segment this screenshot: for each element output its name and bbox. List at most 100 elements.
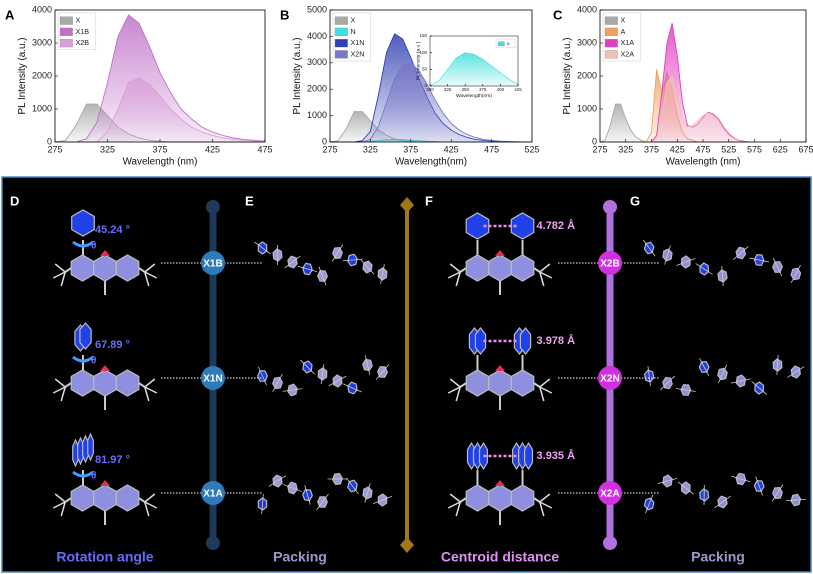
area-fill <box>600 104 806 142</box>
pendant-ring <box>474 327 487 355</box>
packing-bond <box>327 478 348 480</box>
node <box>201 251 225 275</box>
packing-bond <box>675 388 696 392</box>
packing-bond <box>373 496 392 504</box>
bond <box>144 493 156 503</box>
oxygen <box>495 250 505 256</box>
series-line <box>55 14 266 143</box>
area-fill <box>600 76 806 142</box>
timeline-end <box>603 200 617 214</box>
packing-bond <box>714 495 731 509</box>
rotation-angle: 67.89 ° <box>95 339 130 351</box>
node <box>598 481 622 505</box>
y-axis-label: PL Intensity (a.u.) <box>292 37 303 114</box>
packing-bond <box>771 484 784 502</box>
legend-swatch <box>334 50 348 59</box>
packing-bond <box>342 258 363 262</box>
packing-bond <box>721 265 724 287</box>
y-tick-label: 4000 <box>577 4 597 14</box>
theta-symbol: θ <box>91 356 96 367</box>
ring <box>70 254 95 282</box>
x-tick-label: 425 <box>444 144 459 154</box>
bond <box>144 263 156 273</box>
y-axis-label: PL Intensity (a.u.) <box>562 37 573 114</box>
legend-swatch <box>334 39 348 48</box>
theta-symbol: θ <box>91 471 96 482</box>
x-axis-label: Wavelength(nm) <box>395 156 467 167</box>
bond <box>60 271 66 287</box>
packing-bond <box>364 483 371 503</box>
legend-label: X1A <box>621 38 635 47</box>
bond <box>144 501 158 509</box>
packing-bond <box>364 355 371 375</box>
bond <box>144 271 150 287</box>
x-tick-label: 475 <box>695 144 710 154</box>
pendant-ring <box>478 441 488 471</box>
bond <box>459 382 467 388</box>
bond <box>455 271 461 287</box>
packing-bond <box>699 357 710 377</box>
ring <box>70 369 95 397</box>
ring <box>70 484 95 512</box>
node-label: X1A <box>203 489 222 500</box>
ring <box>510 369 535 397</box>
ring <box>115 484 140 512</box>
packing-bond <box>331 244 344 262</box>
legend-swatch <box>604 16 618 25</box>
packing-bond <box>749 257 770 263</box>
x-tick-label: 275 <box>322 144 337 154</box>
packing-bond <box>261 494 264 514</box>
packing-bond <box>657 478 678 484</box>
caption: Rotation angle <box>56 549 153 565</box>
bond <box>52 501 66 509</box>
node-label: X1B <box>203 259 222 270</box>
packing-bond <box>733 246 749 260</box>
caption: Packing <box>691 549 745 565</box>
angle-arrow <box>72 470 94 478</box>
packing-bond <box>316 493 329 511</box>
area-fill <box>330 33 532 142</box>
x-axis-label: Wavelength (nm) <box>666 156 741 167</box>
legend-label: X2N <box>351 49 365 58</box>
legend-swatch <box>59 16 73 25</box>
y-tick-label: 3000 <box>307 57 327 67</box>
pendant-ring <box>519 327 532 355</box>
x-tick-label: 325 <box>363 144 378 154</box>
x-tick-label: 425 <box>205 144 220 154</box>
pendant-ring <box>71 209 95 237</box>
bond <box>459 267 467 273</box>
bond <box>52 271 66 279</box>
node-label: X2B <box>600 259 619 270</box>
bond <box>54 493 66 503</box>
packing-bond <box>785 498 806 502</box>
x-tick-label: 325 <box>618 144 633 154</box>
bond <box>54 378 66 388</box>
bond <box>539 386 553 394</box>
panel-letter: G <box>630 193 640 208</box>
legend-label: N <box>351 27 356 36</box>
packing-bond <box>272 374 283 392</box>
packing-bond <box>283 484 302 492</box>
ring <box>510 484 535 512</box>
plot-frame <box>329 9 533 143</box>
packing-bond <box>328 375 347 387</box>
oxygen <box>100 480 110 486</box>
node <box>201 366 225 390</box>
packing-bond <box>346 477 359 495</box>
packing-bond <box>787 366 805 378</box>
bond <box>144 386 158 394</box>
packing-bond <box>645 494 654 514</box>
legend-label: X2B <box>76 38 90 47</box>
legend-label: A <box>621 27 626 36</box>
bond <box>138 497 146 503</box>
area-fill <box>330 62 532 142</box>
packing-bond <box>660 375 675 391</box>
legend-swatch <box>604 50 618 59</box>
bond <box>60 386 66 402</box>
panel-letter: D <box>10 193 19 208</box>
oxygen <box>495 480 505 486</box>
ring <box>93 369 117 397</box>
packing-bond <box>677 481 694 495</box>
packing-bond <box>277 244 278 266</box>
